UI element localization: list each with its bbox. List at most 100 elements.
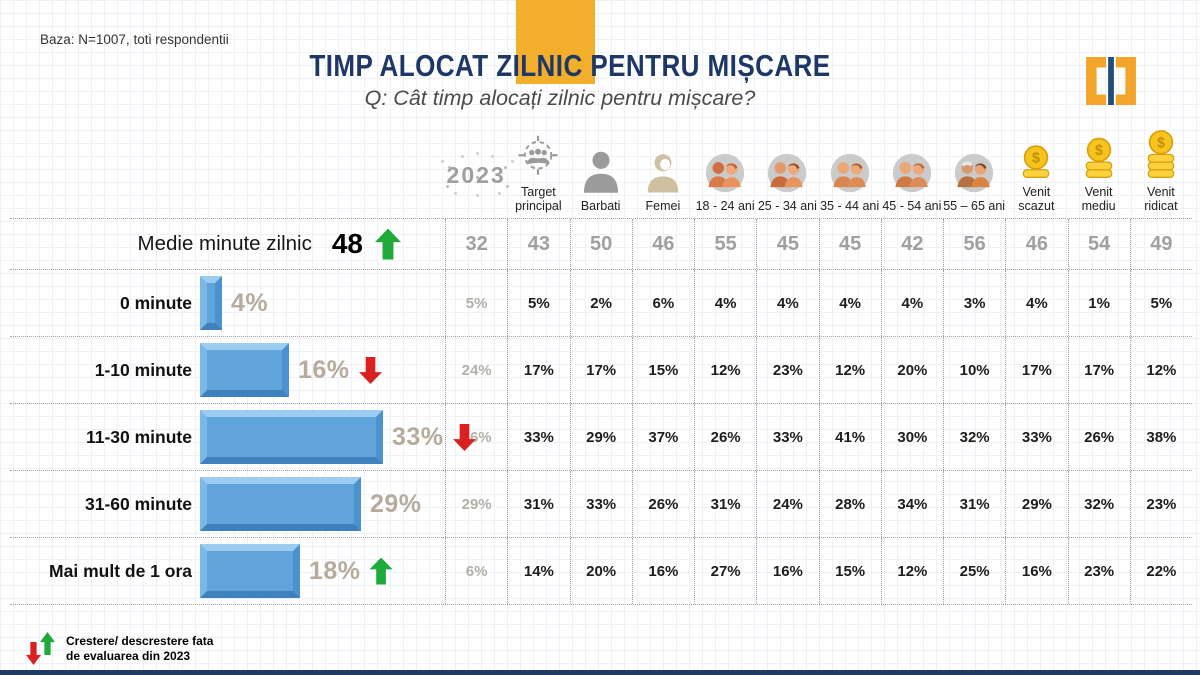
value-cell: 49 [1129, 219, 1192, 269]
female-silhouette-icon [646, 153, 680, 196]
row-values: 36% 33% 29% 37% 26% 33% 41% 30% 32% 33% 26% 38% [445, 404, 1192, 470]
value-cell: 32% [1067, 471, 1130, 537]
column-headers: 2023 Targ [445, 120, 1192, 216]
column-header-55-65: 55 – 65 ani [943, 120, 1005, 216]
average-row: Medie minute zilnic 48 32 43 50 46 55 45 45 42 5… [10, 218, 1192, 269]
value-cell: 55 [694, 219, 756, 269]
value-cell: 29% [445, 471, 507, 537]
value-cell: 45 [818, 219, 881, 269]
value-cell: 38% [1129, 404, 1192, 470]
bar [200, 343, 289, 397]
table-row-1-10-minute: 1-10 minute 16% 24% 17% 17% 15% 12% 23% 12% 20%… [10, 336, 1192, 403]
row-values: 29% 31% 33% 26% 31% 24% 28% 34% 31% 29% 32% 23% [445, 471, 1192, 537]
column-header-target: Target principal [507, 120, 569, 216]
value-cell: 12% [694, 337, 756, 403]
value-cell: 45 [756, 219, 818, 269]
table-row-31-60-minute: 31-60 minute 29% 29% 31% 33% 26% 31% 24% 28% 34… [10, 470, 1192, 537]
value-cell: 33% [756, 404, 818, 470]
table-row-mai-mult-de-1-ora: Mai mult de 1 ora 18% 6% 14% 20% 16% 27% 16% 1… [10, 537, 1192, 605]
base-note: Baza: N=1007, toti respondentii [40, 32, 229, 47]
svg-text:$: $ [1157, 135, 1165, 151]
value-cell: 56 [943, 219, 1005, 269]
value-cell: 24% [445, 337, 507, 403]
value-cell: 26% [694, 404, 756, 470]
row-label: 1-10 minute [94, 359, 192, 380]
bar-percent-label: 33% [392, 422, 444, 451]
svg-text:$: $ [1032, 151, 1040, 167]
male-silhouette-icon [583, 151, 619, 196]
couple-icon [892, 153, 932, 196]
value-cell: 17% [507, 337, 569, 403]
bar [200, 477, 361, 531]
svg-text:$: $ [1095, 143, 1103, 159]
value-cell: 2% [569, 270, 632, 336]
coins-3-icon: $ [1144, 125, 1178, 182]
value-cell: 46 [631, 219, 694, 269]
column-header-label: Target principal [515, 185, 562, 213]
value-cell: 17% [569, 337, 632, 403]
value-cell: 4% [880, 270, 943, 336]
coins-1-icon: $ [1019, 125, 1053, 182]
couple-icon [830, 153, 870, 196]
value-cell: 17% [1005, 337, 1067, 403]
average-total-value: 48 [331, 228, 363, 259]
value-cell: 23% [1129, 471, 1192, 537]
bar [200, 276, 222, 330]
value-cell: 6% [445, 538, 507, 604]
column-header-18-24: 18 - 24 ani [694, 120, 756, 216]
value-cell: 12% [1129, 337, 1192, 403]
column-header-25-34: 25 - 34 ani [756, 120, 818, 216]
coins-2-icon: $ [1082, 125, 1116, 182]
value-cell: 5% [507, 270, 569, 336]
target-icon [515, 135, 561, 182]
column-header-label: 45 - 54 ani [882, 199, 942, 213]
value-cell: 50 [569, 219, 632, 269]
trend-legend: Crestere/ descrestere fata de evaluarea … [26, 629, 213, 669]
question-subtitle: Q: Cât timp alocați zilnic pentru mișcar… [364, 86, 756, 110]
legend-text: Crestere/ descrestere fata de evaluarea … [66, 634, 213, 664]
column-header-label: Venit ridicat [1144, 185, 1178, 213]
increase-arrow-icon [40, 632, 55, 655]
row-values: 5% 5% 2% 6% 4% 4% 4% 4% 3% 4% 1% 5% [445, 270, 1192, 336]
young-couple-icon [705, 153, 745, 196]
column-header-venit-mediu: $ Venit mediu [1068, 120, 1130, 216]
legend-line-2: de evaluarea din 2023 [66, 649, 191, 663]
value-cell: 20% [880, 337, 943, 403]
sparkle-dots [476, 176, 480, 180]
value-cell: 4% [756, 270, 818, 336]
value-cell: 26% [631, 471, 694, 537]
average-row-label: Medie minute zilnic [137, 232, 312, 255]
value-cell: 31% [943, 471, 1005, 537]
column-header-2023: 2023 [445, 120, 507, 216]
value-cell: 14% [507, 538, 569, 604]
data-table: Medie minute zilnic 48 32 43 50 46 55 45 45 42 5… [10, 218, 1192, 605]
decrease-arrow-icon [26, 642, 41, 665]
value-cell: 25% [943, 538, 1005, 604]
sparkle-2023-icon: 2023 [447, 162, 506, 189]
brackets-logo-icon [1086, 57, 1136, 109]
value-cell: 29% [1005, 471, 1067, 537]
value-cell: 4% [818, 270, 881, 336]
title-highlighted-word: ZILNIC [496, 48, 583, 83]
row-label: 11-30 minute [85, 426, 192, 447]
column-header-35-44: 35 - 44 ani [819, 120, 881, 216]
column-header-label: Barbati [580, 199, 621, 213]
trend-up-arrow-icon [375, 228, 401, 260]
row-values: 6% 14% 20% 16% 27% 16% 15% 12% 25% 16% 23% 22% [445, 538, 1192, 604]
value-cell: 23% [756, 337, 818, 403]
value-cell: 43 [507, 219, 569, 269]
value-cell: 23% [1067, 538, 1130, 604]
value-cell: 4% [1005, 270, 1067, 336]
value-cell: 17% [1067, 337, 1130, 403]
legend-arrows [26, 629, 60, 669]
row-label: Mai mult de 1 ora [49, 560, 192, 581]
value-cell: 31% [694, 471, 756, 537]
column-header-label: 55 – 65 ani [943, 199, 1006, 213]
value-cell: 20% [569, 538, 632, 604]
column-header-label: 2023 [447, 162, 506, 189]
value-cell: 24% [756, 471, 818, 537]
value-cell: 16% [1005, 538, 1067, 604]
value-cell: 27% [694, 538, 756, 604]
value-cell: 15% [631, 337, 694, 403]
value-cell: 33% [507, 404, 569, 470]
